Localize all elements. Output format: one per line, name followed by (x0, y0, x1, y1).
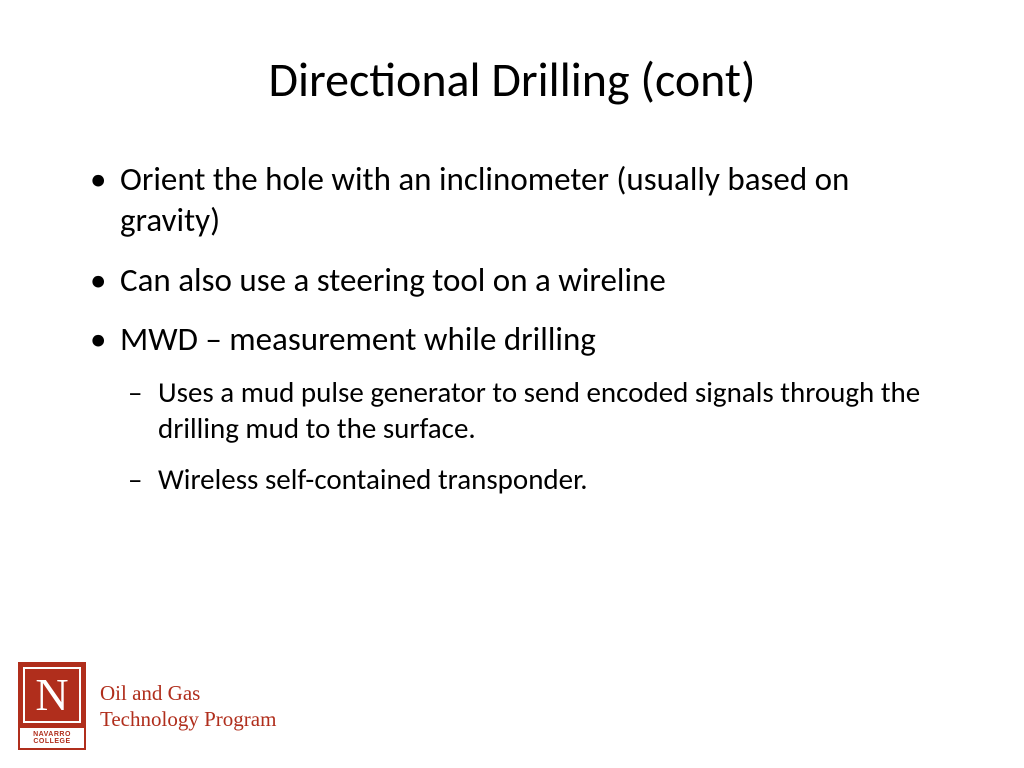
program-line1: Oil and Gas (100, 680, 276, 706)
program-line2: Technology Program (100, 706, 276, 732)
bullet-text: Orient the hole with an inclinometer (us… (120, 159, 849, 240)
sub-bullet-list: Uses a mud pulse generator to send encod… (120, 374, 939, 497)
logo-square: N (18, 662, 86, 728)
logo-line1: NAVARRO (33, 731, 71, 738)
logo-letter: N (35, 672, 68, 718)
sub-bullet-text: Wireless self-contained transponder. (158, 461, 588, 497)
logo-line2: COLLEGE (33, 738, 70, 745)
logo-inner-border: N (23, 667, 81, 723)
bullet-text: MWD – measurement while drilling (120, 319, 596, 359)
slide-title: Directional Drilling (cont) (0, 0, 1024, 139)
program-name: Oil and Gas Technology Program (100, 680, 276, 733)
bullet-text: Can also use a steering tool on a wireli… (120, 260, 666, 300)
sub-bullet-item: Wireless self-contained transponder. (120, 461, 939, 497)
bullet-item: MWD – measurement while drilling Uses a … (85, 319, 939, 497)
bullet-list: Orient the hole with an inclinometer (us… (85, 159, 939, 497)
sub-bullet-text: Uses a mud pulse generator to send encod… (158, 374, 920, 446)
bullet-item: Can also use a steering tool on a wireli… (85, 260, 939, 301)
sub-bullet-item: Uses a mud pulse generator to send encod… (120, 374, 939, 447)
slide: Directional Drilling (cont) Orient the h… (0, 0, 1024, 768)
slide-footer: N NAVARRO COLLEGE Oil and Gas Technology… (18, 662, 276, 750)
logo-label: NAVARRO COLLEGE (18, 728, 86, 750)
bullet-item: Orient the hole with an inclinometer (us… (85, 159, 939, 242)
slide-content: Orient the hole with an inclinometer (us… (0, 139, 1024, 497)
college-logo: N NAVARRO COLLEGE (18, 662, 86, 750)
